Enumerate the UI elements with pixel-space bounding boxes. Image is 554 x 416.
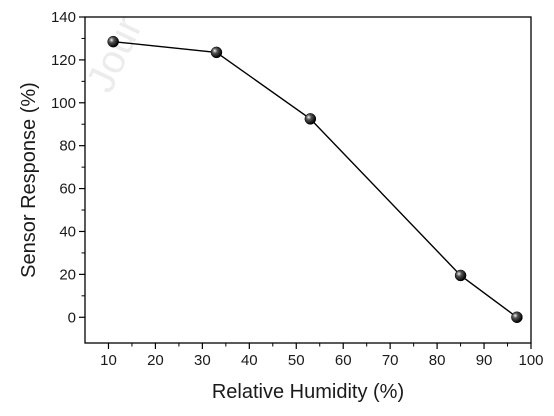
series-layer bbox=[107, 35, 523, 324]
x-axis-ticks: 10 20 30 40 50 60 70 80 90 100 bbox=[100, 343, 544, 369]
plot-frame bbox=[84, 16, 532, 344]
y-axis-ticks: 0 20 40 60 80 100 120 140 bbox=[51, 9, 85, 326]
data-point bbox=[454, 269, 467, 282]
x-tick-label: 90 bbox=[476, 352, 493, 369]
y-tick-label: 80 bbox=[59, 138, 76, 155]
x-tick-label: 60 bbox=[335, 352, 352, 369]
x-tick-label: 100 bbox=[518, 352, 543, 369]
x-tick-label: 20 bbox=[147, 352, 164, 369]
data-point bbox=[107, 35, 119, 48]
x-tick-label: 30 bbox=[194, 352, 211, 369]
y-tick-label: 40 bbox=[59, 223, 76, 240]
y-axis-title: Sensor Response (%) bbox=[18, 82, 40, 278]
y-tick-label: 0 bbox=[68, 309, 76, 326]
watermark-text: Jour bbox=[78, 10, 151, 99]
y-tick-label: 140 bbox=[51, 9, 76, 26]
data-point bbox=[304, 113, 317, 125]
x-tick-label: 70 bbox=[382, 352, 399, 369]
x-axis-title: Relative Humidity (%) bbox=[212, 381, 404, 403]
data-point bbox=[210, 46, 223, 59]
y-tick-label: 60 bbox=[59, 181, 76, 198]
y-tick-label: 120 bbox=[51, 52, 76, 69]
y-tick-label: 20 bbox=[59, 266, 76, 283]
data-point bbox=[511, 311, 523, 324]
y-tick-label: 100 bbox=[51, 95, 76, 112]
x-tick-label: 80 bbox=[429, 352, 446, 369]
x-tick-label: 40 bbox=[241, 352, 258, 369]
x-tick-label: 10 bbox=[100, 352, 117, 369]
x-tick-label: 50 bbox=[288, 352, 305, 369]
